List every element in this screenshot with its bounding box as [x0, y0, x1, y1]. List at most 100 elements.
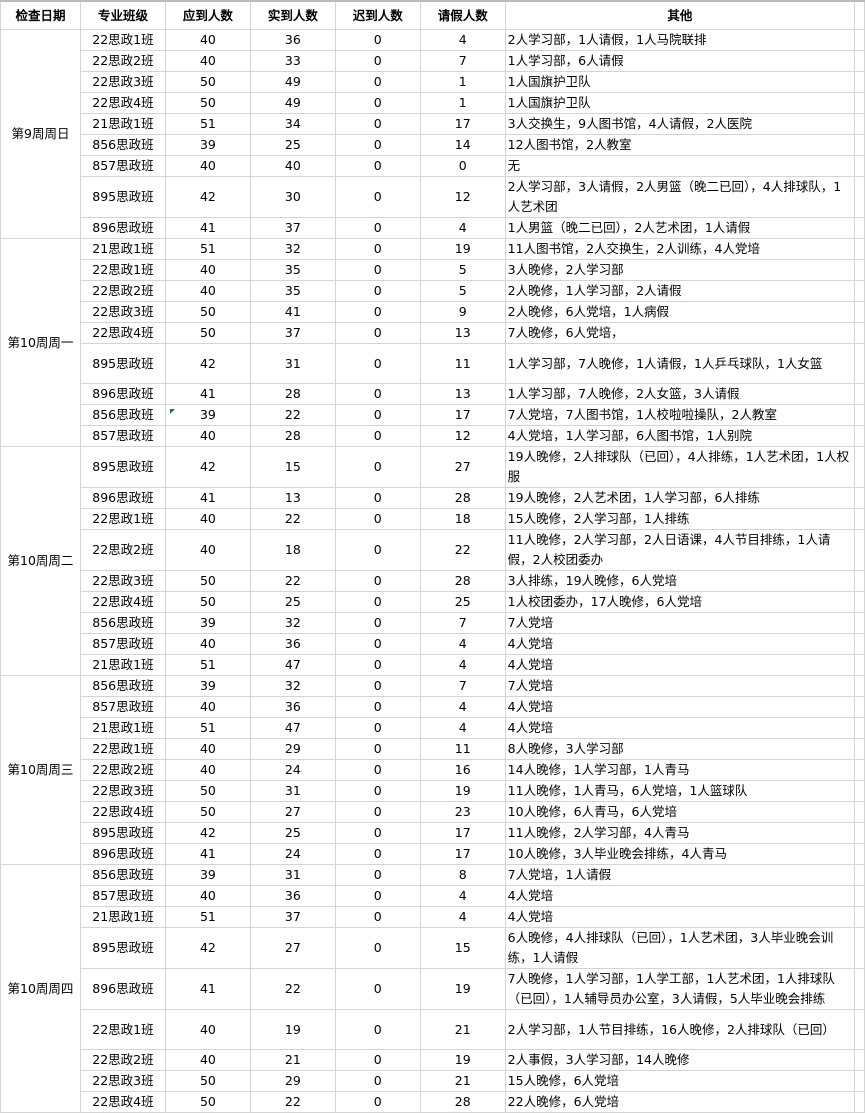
late-cell[interactable]: 0: [334, 717, 421, 739]
expected-cell[interactable]: 40: [164, 50, 251, 72]
expected-cell[interactable]: 50: [164, 92, 251, 114]
expected-cell[interactable]: 39: [164, 612, 251, 634]
leave-cell[interactable]: 21: [419, 1009, 506, 1050]
other-cell[interactable]: 4人党培: [504, 654, 855, 676]
expected-cell[interactable]: 41: [164, 487, 251, 509]
leave-cell[interactable]: 16: [419, 759, 506, 781]
class-cell[interactable]: 896思政班: [79, 383, 166, 405]
leave-cell[interactable]: 27: [419, 446, 506, 488]
late-cell[interactable]: 0: [334, 155, 421, 177]
late-cell[interactable]: 0: [334, 343, 421, 384]
other-cell[interactable]: 12人图书馆，2人教室: [504, 134, 855, 156]
late-cell[interactable]: 0: [334, 487, 421, 509]
late-cell[interactable]: 0: [334, 927, 421, 969]
leave-cell[interactable]: 4: [419, 696, 506, 718]
expected-cell[interactable]: 40: [164, 280, 251, 302]
leave-cell[interactable]: 4: [419, 654, 506, 676]
leave-cell[interactable]: 28: [419, 1091, 506, 1113]
late-cell[interactable]: 0: [334, 864, 421, 886]
expected-cell[interactable]: 50: [164, 801, 251, 823]
late-cell[interactable]: 0: [334, 696, 421, 718]
actual-cell[interactable]: 32: [249, 238, 336, 260]
actual-cell[interactable]: 28: [249, 425, 336, 447]
late-cell[interactable]: 0: [334, 654, 421, 676]
actual-cell[interactable]: 41: [249, 301, 336, 323]
empty-cell[interactable]: [853, 780, 865, 802]
leave-cell[interactable]: 1: [419, 71, 506, 93]
actual-cell[interactable]: 21: [249, 1049, 336, 1071]
empty-cell[interactable]: [853, 92, 865, 114]
leave-cell[interactable]: 9: [419, 301, 506, 323]
class-cell[interactable]: 895思政班: [79, 927, 166, 969]
other-cell[interactable]: 7人党培，7人图书馆，1人校啦啦操队，2人教室: [504, 404, 855, 426]
empty-cell[interactable]: [853, 906, 865, 928]
late-cell[interactable]: 0: [334, 238, 421, 260]
empty-cell[interactable]: [853, 508, 865, 530]
empty-cell[interactable]: [853, 529, 865, 571]
empty-cell[interactable]: [853, 217, 865, 239]
actual-cell[interactable]: 36: [249, 696, 336, 718]
empty-cell[interactable]: [853, 71, 865, 93]
actual-cell[interactable]: 37: [249, 322, 336, 344]
late-cell[interactable]: 0: [334, 843, 421, 865]
leave-cell[interactable]: 22: [419, 529, 506, 571]
class-cell[interactable]: 857思政班: [79, 633, 166, 655]
other-cell[interactable]: 11人晚修，2人学习部，2人日语课，4人节目排练，1人请假，2人校团委办: [504, 529, 855, 571]
other-cell[interactable]: 4人党培: [504, 906, 855, 928]
class-cell[interactable]: 857思政班: [79, 425, 166, 447]
late-cell[interactable]: 0: [334, 885, 421, 907]
late-cell[interactable]: 0: [334, 92, 421, 114]
expected-cell[interactable]: 50: [164, 301, 251, 323]
empty-cell[interactable]: [853, 322, 865, 344]
expected-cell[interactable]: 50: [164, 71, 251, 93]
empty-cell[interactable]: [853, 654, 865, 676]
empty-cell[interactable]: [853, 301, 865, 323]
leave-cell[interactable]: 5: [419, 280, 506, 302]
late-cell[interactable]: 0: [334, 529, 421, 571]
other-cell[interactable]: 15人晚修，2人学习部，1人排练: [504, 508, 855, 530]
actual-cell[interactable]: 25: [249, 591, 336, 613]
class-cell[interactable]: 22思政4班: [79, 92, 166, 114]
other-cell[interactable]: 1人男篮（晚二已回），2人艺术团，1人请假: [504, 217, 855, 239]
expected-cell[interactable]: 40: [164, 29, 251, 51]
other-cell[interactable]: 10人晚修，3人毕业晚会排练，4人青马: [504, 843, 855, 865]
other-cell[interactable]: 4人党培: [504, 633, 855, 655]
empty-cell[interactable]: [853, 280, 865, 302]
empty-cell[interactable]: [853, 238, 865, 260]
leave-cell[interactable]: 5: [419, 259, 506, 281]
actual-cell[interactable]: 22: [249, 1091, 336, 1113]
other-cell[interactable]: 22人晚修，6人党培: [504, 1091, 855, 1113]
actual-cell[interactable]: 49: [249, 71, 336, 93]
expected-cell[interactable]: 50: [164, 1070, 251, 1092]
expected-cell[interactable]: 40: [164, 1049, 251, 1071]
leave-cell[interactable]: 1: [419, 92, 506, 114]
expected-cell[interactable]: 42: [164, 343, 251, 384]
late-cell[interactable]: 0: [334, 1070, 421, 1092]
date-cell[interactable]: 第10周周二: [0, 446, 81, 676]
late-cell[interactable]: 0: [334, 134, 421, 156]
other-cell[interactable]: 2人学习部，3人请假，2人男篮（晚二已回），4人排球队，1人艺术团: [504, 176, 855, 218]
empty-cell[interactable]: [853, 176, 865, 218]
class-cell[interactable]: 22思政3班: [79, 71, 166, 93]
class-cell[interactable]: 857思政班: [79, 155, 166, 177]
date-cell[interactable]: 第10周周三: [0, 675, 81, 865]
class-cell[interactable]: 22思政1班: [79, 1009, 166, 1050]
actual-cell[interactable]: 22: [249, 508, 336, 530]
expected-cell[interactable]: 40: [164, 885, 251, 907]
leave-cell[interactable]: 7: [419, 675, 506, 697]
class-cell[interactable]: 22思政2班: [79, 1049, 166, 1071]
actual-cell[interactable]: 47: [249, 717, 336, 739]
other-cell[interactable]: 11人图书馆，2人交换生，2人训练，4人党培: [504, 238, 855, 260]
class-cell[interactable]: 22思政1班: [79, 259, 166, 281]
class-cell[interactable]: 22思政1班: [79, 738, 166, 760]
class-cell[interactable]: 21思政1班: [79, 113, 166, 135]
actual-cell[interactable]: 37: [249, 906, 336, 928]
class-cell[interactable]: 21思政1班: [79, 238, 166, 260]
expected-cell[interactable]: 41: [164, 843, 251, 865]
class-cell[interactable]: 22思政2班: [79, 50, 166, 72]
other-cell[interactable]: 1人国旗护卫队: [504, 71, 855, 93]
actual-cell[interactable]: 31: [249, 864, 336, 886]
expected-cell[interactable]: 42: [164, 822, 251, 844]
other-cell[interactable]: 无: [504, 155, 855, 177]
late-cell[interactable]: 0: [334, 968, 421, 1010]
